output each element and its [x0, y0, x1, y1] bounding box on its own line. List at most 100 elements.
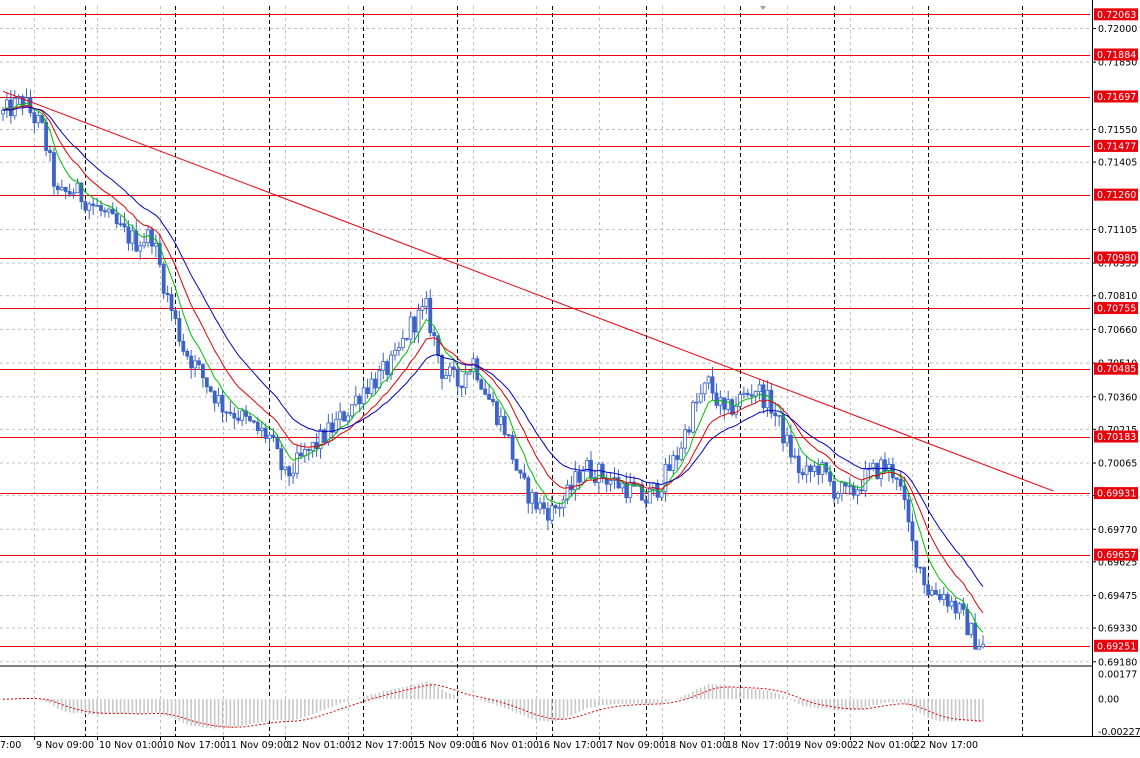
level-price-tag[interactable]: [1094, 251, 1138, 264]
candle-body[interactable]: [949, 600, 954, 607]
candle-body[interactable]: [224, 411, 229, 414]
candle-body[interactable]: [741, 392, 746, 395]
candle-body[interactable]: [444, 374, 448, 379]
candle-body[interactable]: [581, 470, 586, 483]
candle-body[interactable]: [455, 368, 460, 387]
level-price-tag[interactable]: [1094, 90, 1138, 103]
candle-body[interactable]: [1, 109, 5, 115]
candle-body[interactable]: [291, 472, 295, 477]
candle-body[interactable]: [851, 485, 856, 496]
candle-body[interactable]: [981, 643, 985, 648]
candle-body[interactable]: [314, 441, 319, 450]
candle-body[interactable]: [59, 187, 64, 191]
candle-body[interactable]: [596, 463, 601, 483]
candle-body[interactable]: [275, 437, 280, 450]
candle-body[interactable]: [847, 485, 852, 488]
candle-body[interactable]: [910, 521, 915, 542]
candle-body[interactable]: [447, 366, 452, 376]
candle-body[interactable]: [138, 245, 143, 252]
candle-body[interactable]: [134, 230, 139, 252]
candle-body[interactable]: [349, 404, 354, 417]
candle-body[interactable]: [757, 384, 762, 393]
level-price-tag[interactable]: [1094, 548, 1138, 561]
candle-body[interactable]: [36, 114, 41, 124]
candle-body[interactable]: [283, 466, 288, 471]
candle-body[interactable]: [216, 395, 221, 404]
level-price-tag[interactable]: [1094, 48, 1138, 61]
candle-body[interactable]: [432, 332, 437, 337]
candle-body[interactable]: [318, 429, 323, 450]
candle-body[interactable]: [785, 434, 789, 444]
candle-body[interactable]: [91, 203, 96, 206]
candle-body[interactable]: [79, 182, 84, 203]
candle-body[interactable]: [126, 226, 131, 244]
candle-body[interactable]: [181, 341, 186, 352]
candle-body[interactable]: [365, 387, 370, 395]
candle-body[interactable]: [557, 507, 562, 509]
candle-body[interactable]: [549, 505, 554, 521]
candle-body[interactable]: [961, 603, 966, 610]
candle-body[interactable]: [475, 358, 480, 381]
candle-body[interactable]: [565, 484, 570, 501]
level-price-tag[interactable]: [1094, 188, 1138, 201]
candle-body[interactable]: [934, 590, 938, 595]
candle-body[interactable]: [165, 292, 170, 296]
candle-body[interactable]: [836, 493, 840, 499]
candle-body[interactable]: [506, 434, 511, 436]
candle-body[interactable]: [647, 488, 652, 504]
candle-body[interactable]: [142, 242, 147, 247]
candle-body[interactable]: [918, 566, 923, 569]
candle-body[interactable]: [922, 567, 927, 586]
candle-body[interactable]: [977, 646, 981, 650]
level-price-tag[interactable]: [1094, 430, 1138, 443]
candle-body[interactable]: [643, 499, 648, 504]
candle-body[interactable]: [357, 395, 362, 405]
candle-body[interactable]: [839, 482, 844, 494]
candle-body[interactable]: [75, 182, 80, 194]
level-price-tag[interactable]: [1094, 362, 1138, 375]
candle-body[interactable]: [48, 150, 52, 153]
candle-body[interactable]: [832, 481, 836, 499]
candle-body[interactable]: [55, 185, 60, 191]
candle-body[interactable]: [381, 361, 386, 371]
candle-body[interactable]: [722, 397, 727, 410]
candle-body[interactable]: [295, 452, 299, 474]
candle-body[interactable]: [122, 223, 127, 228]
candle-body[interactable]: [83, 201, 88, 211]
candle-body[interactable]: [773, 412, 778, 417]
candle-body[interactable]: [236, 417, 241, 421]
candle-body[interactable]: [5, 99, 9, 111]
candle-body[interactable]: [208, 386, 213, 392]
candle-body[interactable]: [193, 360, 197, 369]
candle-body[interactable]: [816, 465, 821, 475]
candle-body[interactable]: [875, 462, 880, 479]
candle-body[interactable]: [212, 390, 217, 404]
candle-body[interactable]: [710, 376, 715, 394]
candle-body[interactable]: [937, 594, 942, 600]
candle-body[interactable]: [577, 471, 582, 483]
candle-body[interactable]: [545, 508, 550, 521]
candle-body[interactable]: [655, 483, 660, 498]
candle-body[interactable]: [177, 318, 182, 342]
candle-body[interactable]: [781, 414, 785, 444]
candle-body[interactable]: [777, 414, 782, 417]
candle-body[interactable]: [502, 416, 507, 435]
candle-body[interactable]: [32, 112, 37, 124]
candle-body[interactable]: [820, 462, 825, 475]
level-price-tag[interactable]: [1094, 139, 1138, 152]
candle-body[interactable]: [169, 294, 174, 311]
candle-body[interactable]: [510, 435, 515, 460]
candle-body[interactable]: [106, 208, 111, 213]
candle-body[interactable]: [538, 502, 542, 510]
candle-body[interactable]: [859, 489, 864, 492]
candle-body[interactable]: [306, 448, 311, 451]
candle-body[interactable]: [338, 411, 343, 420]
candle-body[interactable]: [828, 471, 833, 482]
candle-body[interactable]: [941, 593, 946, 600]
candle-body[interactable]: [95, 205, 99, 207]
candle-body[interactable]: [796, 455, 801, 474]
candle-body[interactable]: [702, 382, 707, 395]
candle-body[interactable]: [204, 377, 209, 388]
candle-body[interactable]: [440, 355, 444, 379]
